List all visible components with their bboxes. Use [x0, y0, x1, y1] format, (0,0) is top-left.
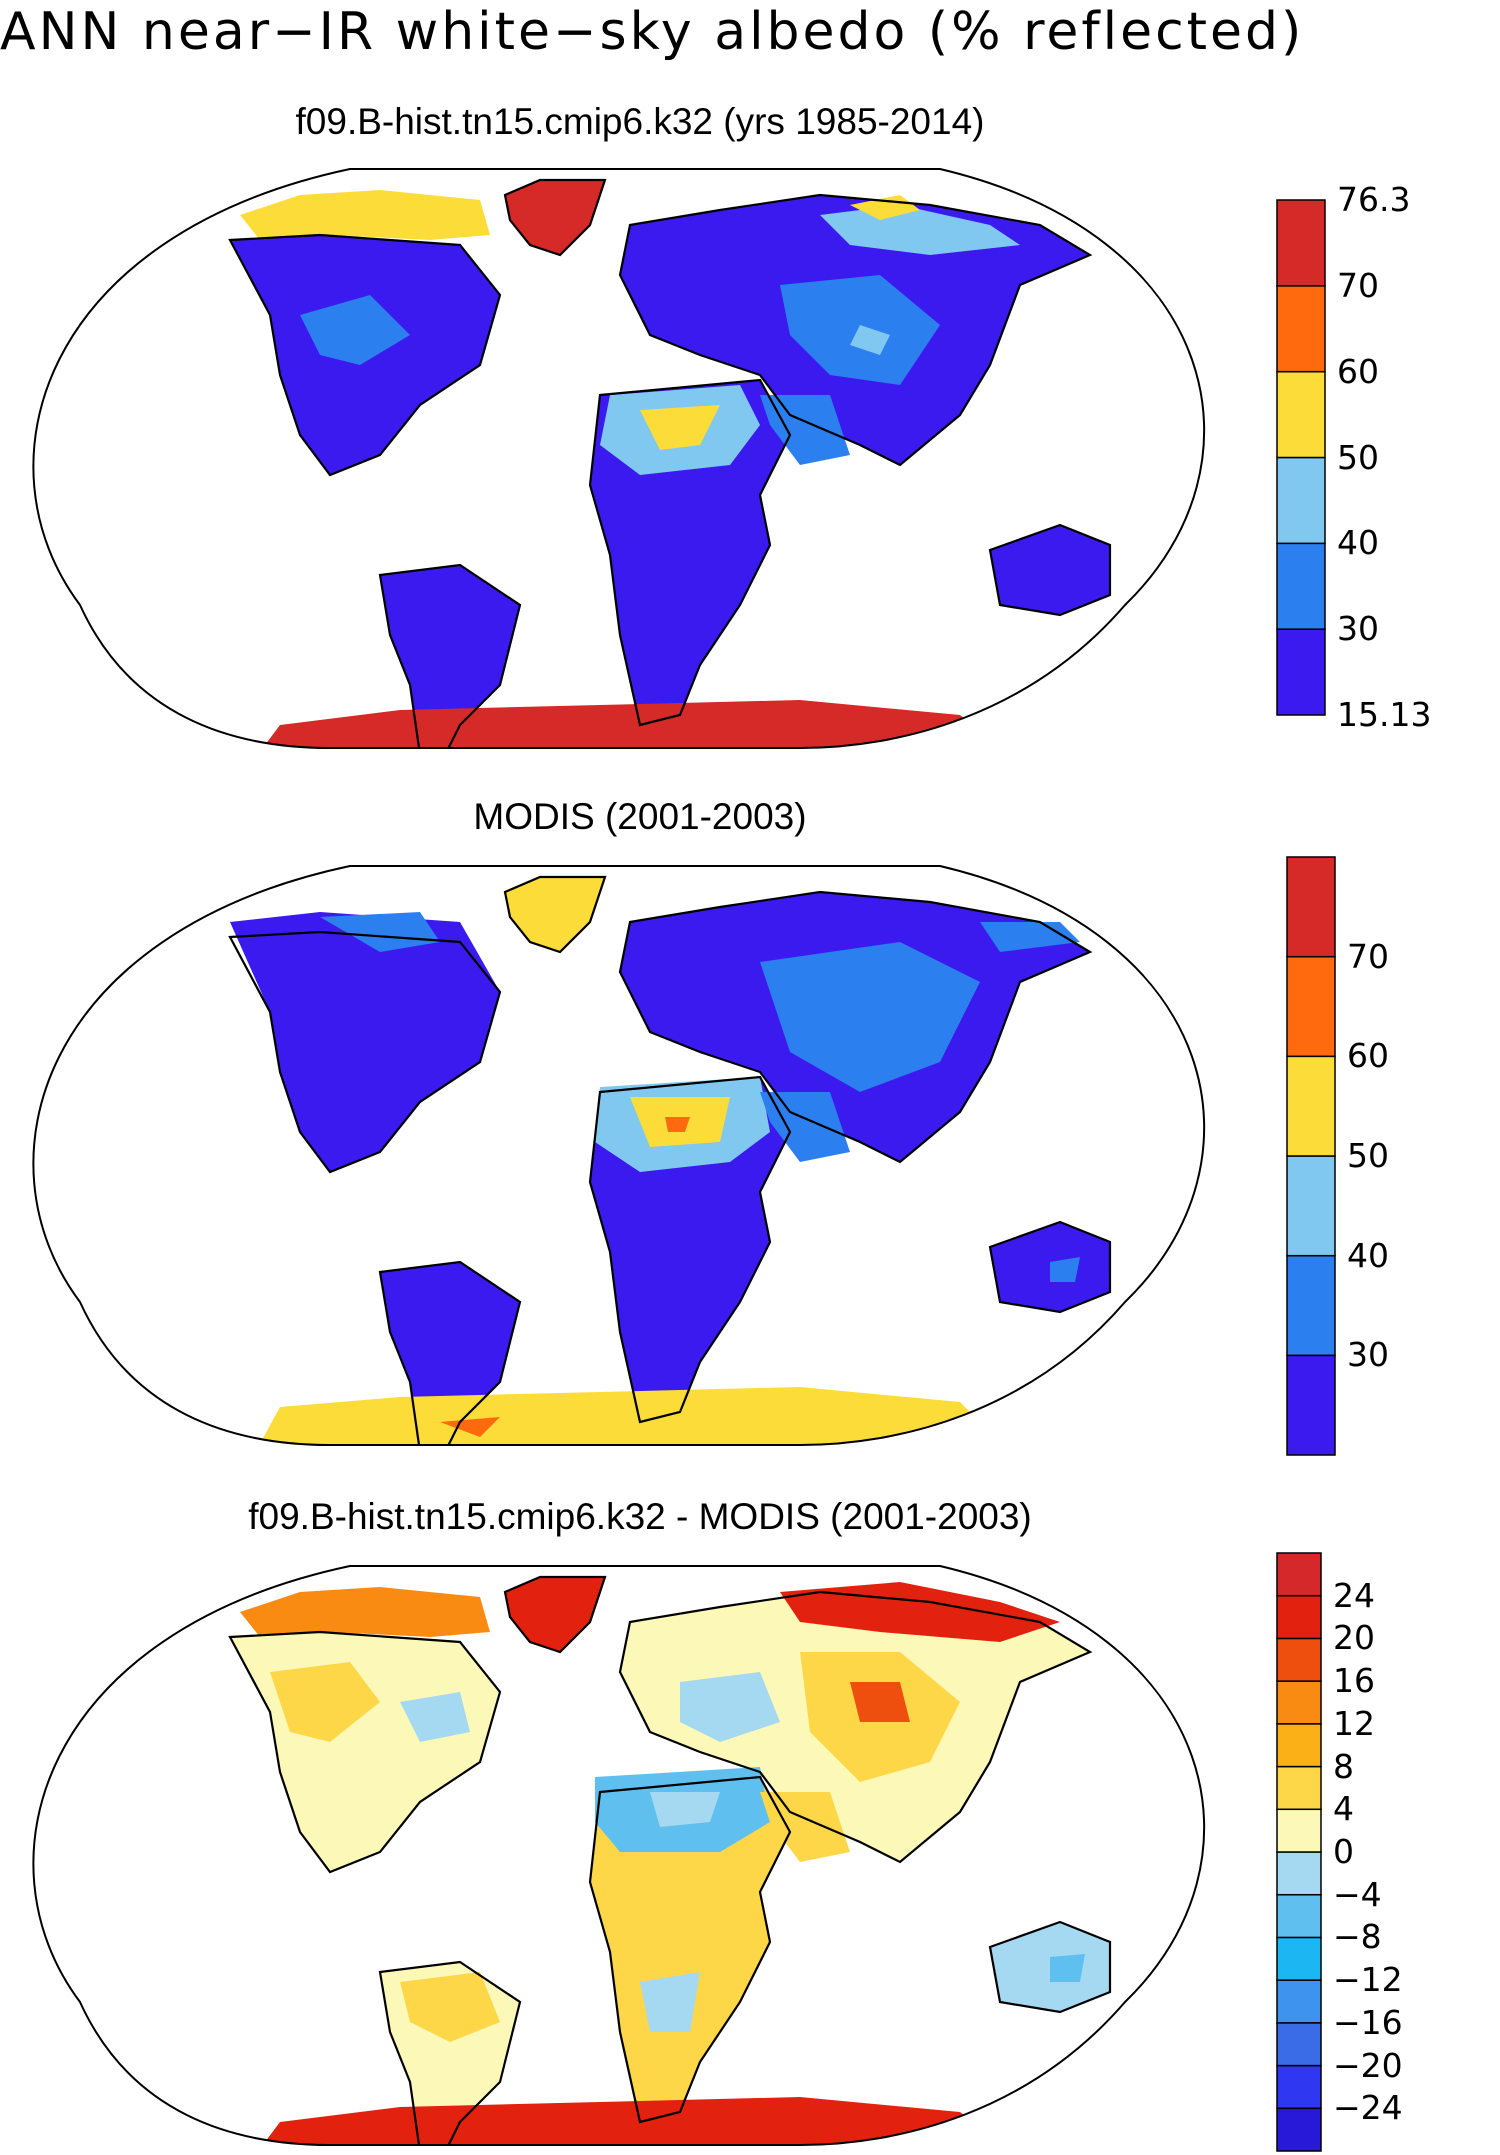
colorbar-tick-label: −16 — [1333, 2002, 1403, 2042]
colorbar-tick-label: −20 — [1333, 2045, 1403, 2085]
colorbar-segment — [1276, 1979, 1322, 2024]
colorbar-segment — [1286, 1354, 1336, 1456]
colorbar-tick-label: 20 — [1333, 1618, 1375, 1658]
colorbar-tick-label: −8 — [1333, 1917, 1382, 1957]
panel-1-map-border — [32, 168, 1206, 749]
antarctica-region — [250, 2097, 1000, 2145]
panel-2-colorbar: 30 40 50 60 70 — [1286, 856, 1389, 1456]
colorbar-segment — [1276, 1936, 1322, 1981]
colorbar-tick-label: 15.13 — [1337, 695, 1432, 734]
colorbar-tick-label: 16 — [1333, 1661, 1375, 1701]
colorbar-segment — [1286, 1254, 1336, 1357]
panel-1-map — [32, 168, 1206, 749]
arctic-canada-region — [240, 190, 490, 240]
colorbar-segment — [1276, 199, 1326, 287]
colorbar-segment — [1276, 2064, 1322, 2110]
greenland-region — [505, 1577, 605, 1652]
colorbar-segment — [1276, 542, 1326, 630]
colorbar-segment — [1276, 1723, 1322, 1768]
colorbar-tick-label: 0 — [1333, 1832, 1354, 1871]
panel-2-map — [32, 865, 1206, 1446]
colorbar-segment — [1276, 628, 1326, 716]
colorbar-segment — [1276, 285, 1326, 373]
australia-region — [990, 525, 1110, 615]
arctic-canada-region — [240, 1587, 490, 1637]
colorbar-tick-label: 60 — [1337, 351, 1379, 391]
colorbar-segment — [1276, 370, 1326, 459]
africa-region — [590, 1777, 790, 2122]
colorbar-tick-label: 30 — [1347, 1335, 1389, 1375]
colorbar-tick-label: 50 — [1347, 1136, 1389, 1175]
panel-2-map-border — [32, 865, 1206, 1446]
colorbar-tick-label: 30 — [1337, 609, 1379, 649]
panel-3-title: f09.B-hist.tn15.cmip6.k32 - MODIS (2001-… — [248, 1496, 1032, 1537]
colorbar-segment — [1276, 2107, 1322, 2152]
colorbar-segment — [1286, 1155, 1336, 1257]
colorbar-tick-label: 76.3 — [1337, 180, 1411, 219]
panel-1-colorbar: 15.13 30 40 50 60 70 76.3 — [1276, 182, 1431, 733]
panel-3-colorbar: −24 −20 −16 −12 −8 −4 0 4 8 12 16 20 24 — [1276, 1552, 1403, 2152]
colorbar-segment — [1276, 1765, 1322, 1811]
colorbar-segment — [1276, 1552, 1322, 1597]
colorbar-tick-label: 60 — [1347, 1036, 1389, 1076]
colorbar-segment — [1276, 1893, 1322, 1939]
colorbar-tick-label: −24 — [1333, 2088, 1403, 2128]
colorbar-tick-label: 12 — [1333, 1703, 1375, 1743]
colorbar-tick-label: 40 — [1347, 1235, 1389, 1275]
antarctica-region — [250, 1387, 1000, 1445]
colorbar-tick-label: 40 — [1337, 523, 1379, 563]
colorbar-tick-label: −4 — [1333, 1874, 1382, 1914]
greenland-region — [505, 180, 605, 255]
colorbar-tick-label: 70 — [1347, 936, 1389, 976]
colorbar-segment — [1276, 1680, 1322, 1725]
colorbar-tick-label: 70 — [1337, 265, 1379, 305]
colorbar-segment — [1276, 1594, 1322, 1640]
panel-3-map — [32, 1565, 1206, 2146]
colorbar-segment — [1276, 1851, 1322, 1896]
greenland-region — [505, 877, 605, 952]
antarctica-region — [250, 700, 1000, 748]
colorbar-segment — [1276, 1808, 1322, 1853]
panel-3-map-border — [32, 1565, 1206, 2146]
colorbar-segment — [1276, 1637, 1322, 1682]
north-america-region — [230, 1632, 500, 1872]
panel-2-title: MODIS (2001-2003) — [473, 796, 807, 837]
colorbar-segment — [1276, 2022, 1322, 2067]
colorbar-segment — [1286, 1055, 1336, 1157]
colorbar-segment — [1276, 456, 1326, 545]
colorbar-tick-label: 4 — [1333, 1789, 1354, 1829]
colorbar-tick-label: 50 — [1337, 437, 1379, 477]
main-title: ANN near−IR white−sky albedo (% reflecte… — [0, 2, 1305, 62]
colorbar-tick-label: −12 — [1333, 1960, 1403, 2000]
north-america-region — [230, 912, 500, 1172]
panel-1-title: f09.B-hist.tn15.cmip6.k32 (yrs 1985-2014… — [295, 101, 985, 142]
colorbar-segment — [1286, 856, 1336, 958]
colorbar-segment — [1286, 955, 1336, 1058]
colorbar-tick-label: 24 — [1333, 1575, 1375, 1615]
colorbar-tick-label: 8 — [1333, 1746, 1354, 1786]
